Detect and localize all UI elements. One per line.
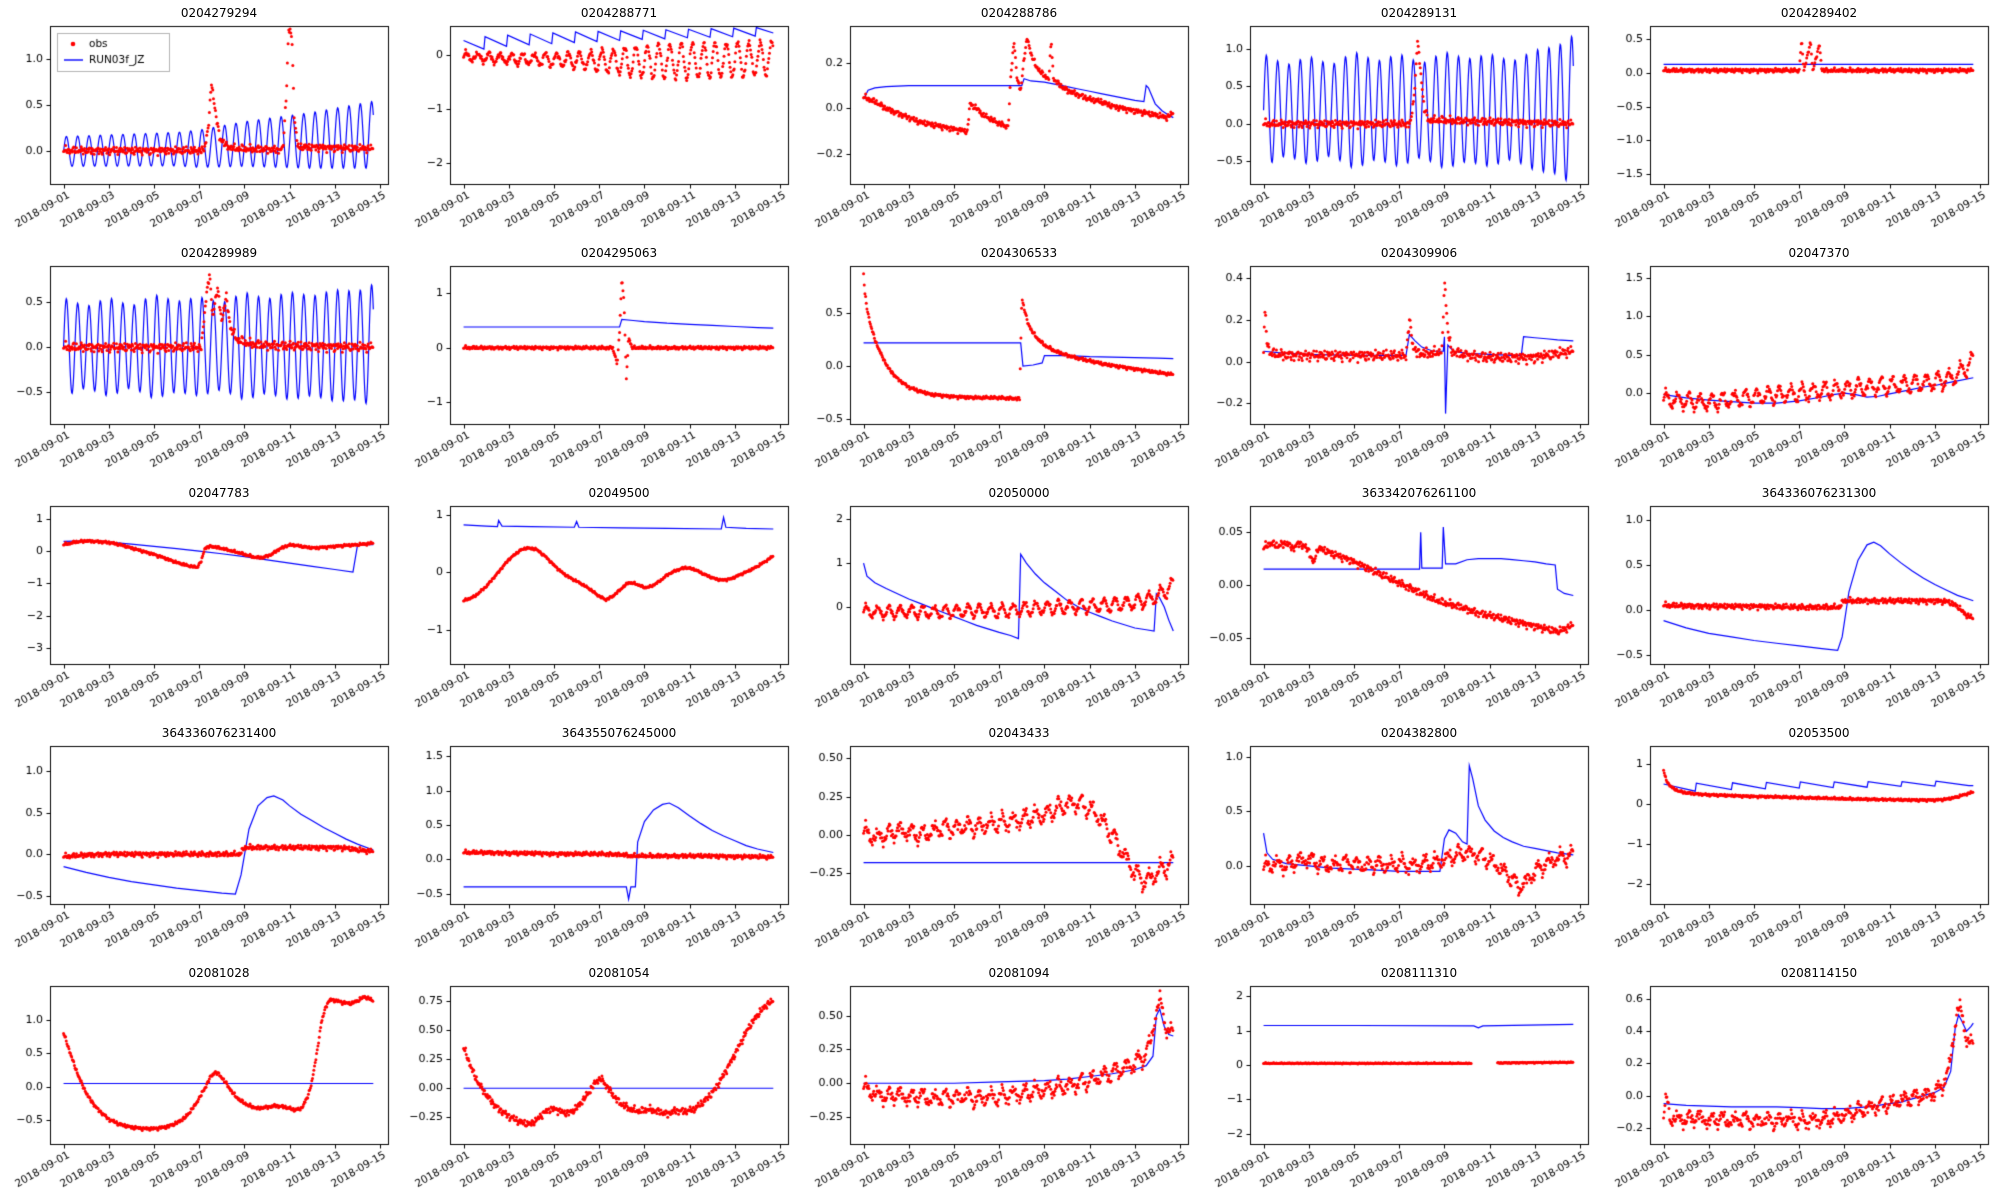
subplot-canvas [1200, 0, 1600, 240]
subplot-0204289402: 0204289402 [1600, 0, 2000, 240]
subplot-title: 0204279294 [180, 6, 258, 20]
subplot-canvas [1600, 480, 2000, 720]
subplot-canvas [400, 960, 800, 1200]
subplot-canvas [0, 720, 400, 960]
subplot-canvas [1200, 480, 1600, 720]
subplot-canvas [400, 0, 800, 240]
subplot-title: 0204288771 [580, 6, 658, 20]
subplot-364355076245000: 364355076245000 [400, 720, 800, 960]
subplot-canvas [800, 480, 1200, 720]
subplot-0204309906: 0204309906 [1200, 240, 1600, 480]
subplot-canvas [400, 480, 800, 720]
subplot-canvas [800, 240, 1200, 480]
subplot-02081028: 02081028 [0, 960, 400, 1200]
subplot-title: 0208111310 [1380, 966, 1458, 980]
subplot-canvas [400, 720, 800, 960]
subplot-canvas [1600, 720, 2000, 960]
subplot-0204295063: 0204295063 [400, 240, 800, 480]
subplot-canvas [1200, 720, 1600, 960]
subplot-title: 02081028 [188, 966, 250, 980]
subplot-363342076261100: 363342076261100 [1200, 480, 1600, 720]
subplot-canvas [1600, 960, 2000, 1200]
subplot-title: 02049500 [588, 486, 650, 500]
subplot-canvas [0, 960, 400, 1200]
subplot-02043433: 02043433 [800, 720, 1200, 960]
subplot-02050000: 02050000 [800, 480, 1200, 720]
subplot-02047783: 02047783 [0, 480, 400, 720]
subplot-title: 02081054 [588, 966, 650, 980]
subplot-02047370: 02047370 [1600, 240, 2000, 480]
subplot-title: 0208114150 [1780, 966, 1858, 980]
subplot-canvas [400, 240, 800, 480]
subplot-02081094: 02081094 [800, 960, 1200, 1200]
subplot-02081054: 02081054 [400, 960, 800, 1200]
subplot-title: 02047783 [188, 486, 250, 500]
subplot-0208114150: 0208114150 [1600, 960, 2000, 1200]
subplot-title: 02047370 [1788, 246, 1850, 260]
subplot-0204288786: 0204288786 [800, 0, 1200, 240]
subplot-title: 02081094 [988, 966, 1050, 980]
subplot-canvas [0, 480, 400, 720]
subplot-canvas [0, 0, 400, 240]
subplot-title: 02053500 [1788, 726, 1850, 740]
subplot-canvas [1600, 0, 2000, 240]
subplot-title: 02050000 [988, 486, 1050, 500]
subplot-0204289989: 0204289989 [0, 240, 400, 480]
subplot-canvas [0, 240, 400, 480]
subplot-0204306533: 0204306533 [800, 240, 1200, 480]
subplot-02053500: 02053500 [1600, 720, 2000, 960]
subplot-title: 364336076231300 [1761, 486, 1877, 500]
subplot-title: 0204295063 [580, 246, 658, 260]
subplot-364336076231400: 364336076231400 [0, 720, 400, 960]
subplot-canvas [800, 960, 1200, 1200]
subplot-title: 0204382800 [1380, 726, 1458, 740]
subplot-title: 0204289402 [1780, 6, 1858, 20]
subplot-title: 0204289131 [1380, 6, 1458, 20]
subplot-canvas [800, 0, 1200, 240]
subplot-title: 02043433 [988, 726, 1050, 740]
subplot-364336076231300: 364336076231300 [1600, 480, 2000, 720]
subplot-canvas [800, 720, 1200, 960]
subplot-0204382800: 0204382800 [1200, 720, 1600, 960]
subplot-0208111310: 0208111310 [1200, 960, 1600, 1200]
subplot-title: 363342076261100 [1361, 486, 1477, 500]
subplot-canvas [1600, 240, 2000, 480]
subplot-title: 364336076231400 [161, 726, 277, 740]
subplot-02049500: 02049500 [400, 480, 800, 720]
subplot-title: 364355076245000 [561, 726, 677, 740]
subplot-title: 0204309906 [1380, 246, 1458, 260]
subplot-0204289131: 0204289131 [1200, 0, 1600, 240]
subplot-title: 0204289989 [180, 246, 258, 260]
subplot-canvas [1200, 960, 1600, 1200]
subplot-title: 0204288786 [980, 6, 1058, 20]
subplot-canvas [1200, 240, 1600, 480]
subplot-0204279294: 0204279294 [0, 0, 400, 240]
subplot-title: 0204306533 [980, 246, 1058, 260]
subplot-0204288771: 0204288771 [400, 0, 800, 240]
